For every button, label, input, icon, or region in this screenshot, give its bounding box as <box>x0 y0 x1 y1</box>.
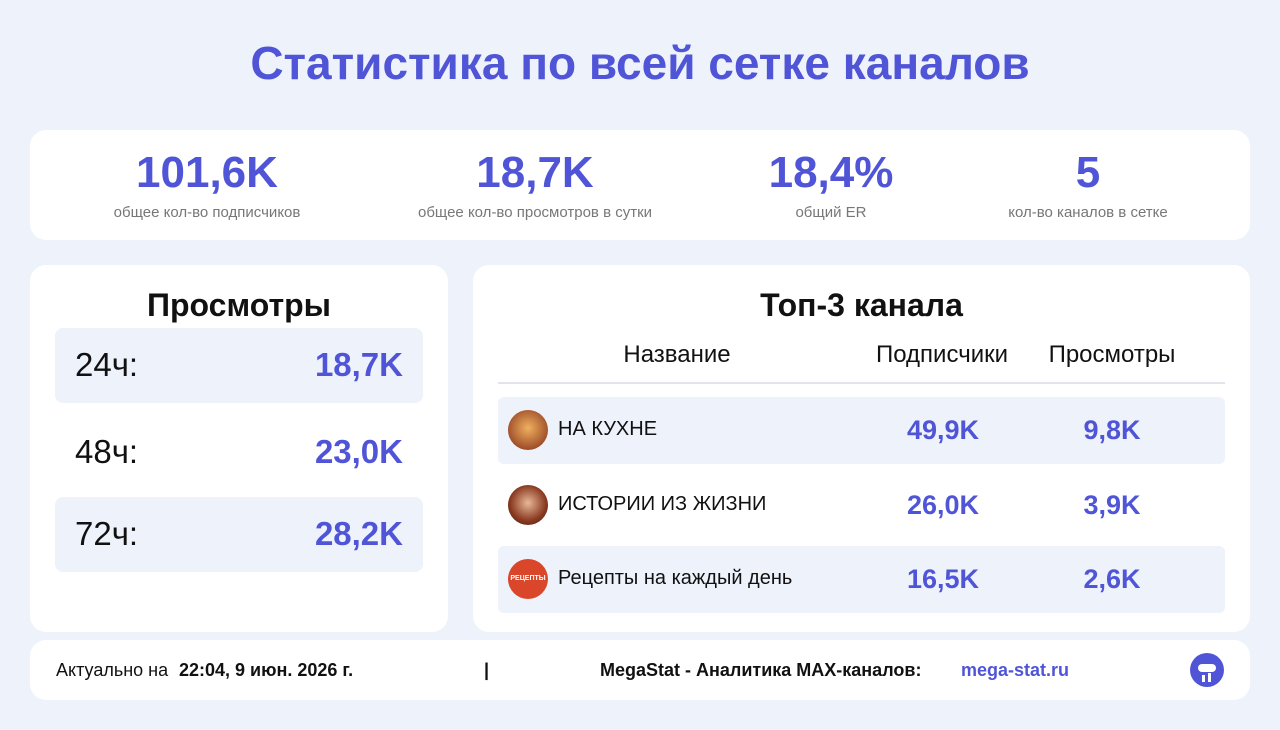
channel-row: РЕЦЕПТЫ Рецепты на каждый день 16,5K 2,6… <box>498 546 1225 613</box>
views-card: Просмотры 24ч: 18,7K 48ч: 23,0K 72ч: 28,2K <box>30 265 448 632</box>
stat-value: 18,7K <box>476 148 594 197</box>
stat-value: 18,4% <box>768 148 894 197</box>
updated-label: Актуально на <box>56 660 169 680</box>
stat-value: 101,6K <box>136 148 278 197</box>
channel-row: ИСТОРИИ ИЗ ЖИЗНИ 26,0K 3,9K <box>498 472 1225 539</box>
subscribers: 16,5K <box>906 564 980 594</box>
footer: Актуально на 22:04, 9 июн. 2026 г. | Meg… <box>30 640 1250 700</box>
channel-avatar <box>508 410 548 450</box>
stats-card: 101,6K общее кол-во подписчиков 18,7K обще… <box>30 130 1250 240</box>
subscribers: 26,0K <box>906 490 980 520</box>
views-row: 72ч: 28,2K <box>55 497 423 572</box>
stat-label: общее кол-во подписчиков <box>113 204 301 221</box>
views: 3,9K <box>1083 490 1141 520</box>
period: 72ч: <box>75 515 139 552</box>
site-link[interactable]: mega-stat.ru <box>961 660 1070 680</box>
views: 2,6K <box>1083 564 1141 594</box>
column-header: Название <box>623 341 731 368</box>
channel-avatar: РЕЦЕПТЫ <box>508 559 548 599</box>
logo-bar <box>1202 675 1205 682</box>
separator: | <box>484 660 490 680</box>
views: 9,8K <box>1083 415 1141 445</box>
period: 48ч: <box>75 433 139 470</box>
top-card: Топ-3 канала Название Подписчики Просмот… <box>473 265 1250 632</box>
card-title: Топ-3 канала <box>760 287 963 323</box>
updated-at: 22:04, 9 июн. 2026 г. <box>179 660 354 680</box>
channel-avatar <box>508 485 548 525</box>
stat-label: общий ER <box>795 204 867 221</box>
stat: 18,7K общее кол-во просмотров в сутки <box>375 148 695 221</box>
channel-name: НА КУХНЕ <box>558 418 658 440</box>
views-value: 23,0K <box>314 433 403 470</box>
channel-name: Рецепты на каждый день <box>558 567 793 589</box>
channel-row: НА КУХНЕ 49,9K 9,8K <box>498 397 1225 464</box>
views-value: 18,7K <box>314 346 403 383</box>
logo-eyes <box>1198 664 1216 672</box>
period: 24ч: <box>75 346 139 383</box>
brand: MegaStat - Аналитика MAX-каналов: <box>600 660 922 680</box>
views-value: 28,2K <box>314 515 403 552</box>
stat-label: общее кол-во просмотров в сутки <box>417 204 653 221</box>
card-title: Просмотры <box>146 287 331 323</box>
channel-name: ИСТОРИИ ИЗ ЖИЗНИ <box>558 493 767 515</box>
column-header: Просмотры <box>1048 341 1176 368</box>
views-row: 24ч: 18,7K <box>55 328 423 403</box>
views-row: 48ч: 23,0K <box>55 415 423 490</box>
stat-label: кол-во каналов в сетке <box>1008 204 1168 221</box>
brand-logo <box>1190 653 1224 687</box>
stat: 101,6K общее кол-во подписчиков <box>47 148 367 221</box>
column-header: Подписчики <box>875 341 1009 368</box>
stat: 5 кол-во каналов в сетке <box>928 148 1248 221</box>
logo-bar <box>1208 673 1211 682</box>
subscribers: 49,9K <box>906 415 980 445</box>
page-title: Статистика по всей сетке каналов <box>250 37 1030 89</box>
stat: 18,4% общий ER <box>671 148 991 221</box>
header-divider <box>498 382 1225 384</box>
stat-value: 5 <box>1075 148 1101 197</box>
